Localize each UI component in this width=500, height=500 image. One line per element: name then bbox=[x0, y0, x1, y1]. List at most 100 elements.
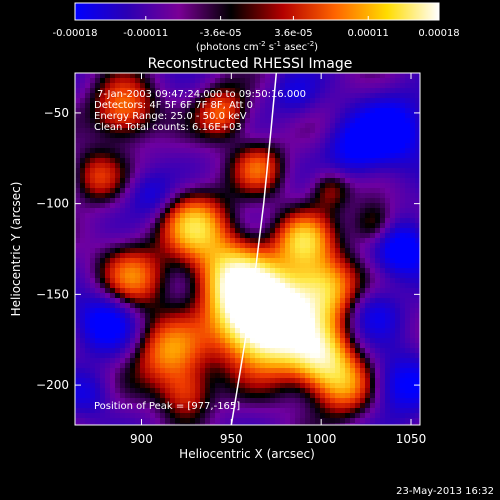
heatmap-cell bbox=[225, 353, 231, 359]
heatmap-cell bbox=[195, 78, 201, 84]
heatmap-cell bbox=[300, 198, 306, 204]
heatmap-cell bbox=[195, 213, 201, 219]
heatmap-cell bbox=[120, 98, 126, 104]
heatmap-cell bbox=[280, 108, 286, 114]
heatmap-cell bbox=[410, 93, 416, 99]
heatmap-cell bbox=[320, 158, 326, 164]
heatmap-cell bbox=[90, 248, 96, 254]
heatmap-cell bbox=[160, 273, 166, 279]
heatmap-cell bbox=[80, 198, 86, 204]
heatmap-cell bbox=[250, 323, 256, 329]
heatmap-cell bbox=[355, 273, 361, 279]
heatmap-cell bbox=[295, 373, 301, 379]
heatmap-cell bbox=[395, 128, 401, 134]
heatmap-cell bbox=[75, 408, 81, 414]
heatmap-cell bbox=[320, 193, 326, 199]
heatmap-cell bbox=[200, 213, 206, 219]
heatmap-cell bbox=[160, 168, 166, 174]
heatmap-cell bbox=[160, 373, 166, 379]
heatmap-cell bbox=[175, 88, 181, 94]
heatmap-cell bbox=[275, 108, 281, 114]
heatmap-cell bbox=[350, 278, 356, 284]
heatmap-cell bbox=[90, 193, 96, 199]
heatmap-cell bbox=[185, 293, 191, 299]
heatmap-cell bbox=[180, 163, 186, 169]
heatmap-cell bbox=[145, 203, 151, 209]
heatmap-cell bbox=[205, 83, 211, 89]
heatmap-cell bbox=[370, 323, 376, 329]
heatmap-cell bbox=[100, 388, 106, 394]
heatmap-cell bbox=[270, 338, 276, 344]
heatmap-cell bbox=[260, 108, 266, 114]
heatmap-cell bbox=[160, 253, 166, 259]
heatmap-cell bbox=[175, 328, 181, 334]
heatmap-cell bbox=[85, 128, 91, 134]
heatmap-cell bbox=[390, 383, 396, 389]
heatmap-cell bbox=[390, 278, 396, 284]
heatmap-cell bbox=[225, 358, 231, 364]
heatmap-cell bbox=[275, 363, 281, 369]
heatmap-cell bbox=[195, 408, 201, 414]
heatmap-cell bbox=[345, 408, 351, 414]
heatmap-cell bbox=[275, 383, 281, 389]
heatmap-cell bbox=[140, 298, 146, 304]
heatmap-cell bbox=[285, 128, 291, 134]
heatmap-cell bbox=[80, 278, 86, 284]
heatmap-cell bbox=[265, 198, 271, 204]
heatmap-cell bbox=[250, 223, 256, 229]
heatmap-cell bbox=[105, 193, 111, 199]
heatmap-cell bbox=[90, 278, 96, 284]
heatmap-cell bbox=[285, 308, 291, 314]
heatmap-cell bbox=[375, 408, 381, 414]
heatmap-cell bbox=[165, 423, 171, 425]
heatmap-cell bbox=[410, 143, 416, 149]
heatmap-cell bbox=[270, 403, 276, 409]
heatmap-cell bbox=[135, 393, 141, 399]
heatmap-cell bbox=[235, 113, 241, 119]
heatmap-cell bbox=[275, 338, 281, 344]
heatmap-cell bbox=[120, 338, 126, 344]
heatmap-cell bbox=[340, 213, 346, 219]
heatmap-cell bbox=[170, 333, 176, 339]
heatmap-cell bbox=[185, 413, 191, 419]
heatmap-cell bbox=[210, 263, 216, 269]
heatmap-cell bbox=[190, 128, 196, 134]
heatmap-cell bbox=[125, 213, 131, 219]
heatmap-cell bbox=[340, 368, 346, 374]
heatmap-cell bbox=[95, 288, 101, 294]
heatmap-cell bbox=[140, 223, 146, 229]
heatmap-cell bbox=[90, 148, 96, 154]
heatmap-cell bbox=[150, 268, 156, 274]
heatmap-cell bbox=[345, 123, 351, 129]
heatmap-cell bbox=[370, 313, 376, 319]
heatmap-cell bbox=[265, 73, 271, 79]
heatmap-cell bbox=[320, 258, 326, 264]
heatmap-cell bbox=[380, 343, 386, 349]
heatmap-cell bbox=[335, 178, 341, 184]
heatmap-cell bbox=[120, 398, 126, 404]
heatmap-cell bbox=[75, 283, 81, 289]
heatmap-cell bbox=[400, 378, 406, 384]
heatmap-cell bbox=[145, 338, 151, 344]
heatmap-cell bbox=[155, 263, 161, 269]
heatmap-cell bbox=[320, 238, 326, 244]
heatmap-cell bbox=[340, 338, 346, 344]
heatmap-cell bbox=[120, 273, 126, 279]
heatmap-cell bbox=[75, 213, 81, 219]
heatmap-cell bbox=[395, 303, 401, 309]
heatmap-cell bbox=[170, 278, 176, 284]
heatmap-cell bbox=[225, 168, 231, 174]
heatmap-cell bbox=[400, 163, 406, 169]
heatmap-cell bbox=[255, 388, 261, 394]
heatmap-cell bbox=[355, 403, 361, 409]
heatmap-cell bbox=[375, 83, 381, 89]
heatmap-cell bbox=[260, 373, 266, 379]
heatmap-cell bbox=[90, 88, 96, 94]
heatmap-cell bbox=[225, 203, 231, 209]
heatmap-cell bbox=[280, 193, 286, 199]
heatmap-cell bbox=[110, 78, 116, 84]
heatmap-cell bbox=[130, 278, 136, 284]
heatmap-cell bbox=[180, 338, 186, 344]
heatmap-cell bbox=[235, 78, 241, 84]
heatmap-cell bbox=[155, 363, 161, 369]
